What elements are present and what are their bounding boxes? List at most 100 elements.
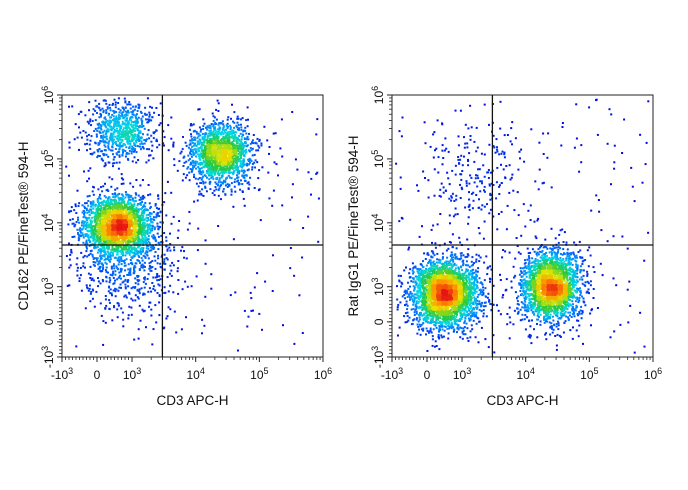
event-dot	[162, 262, 165, 265]
event-dot	[169, 249, 172, 252]
event-dot	[222, 137, 225, 140]
event-dot	[87, 224, 90, 227]
event-dot	[227, 168, 230, 171]
event-dot	[115, 207, 118, 210]
event-dot	[136, 210, 139, 213]
event-dot	[114, 135, 117, 138]
event-dot	[129, 259, 132, 261]
event-dot	[230, 177, 233, 180]
event-dot	[277, 174, 279, 177]
event-dot	[104, 121, 106, 124]
event-dot	[142, 264, 145, 267]
event-dot	[101, 232, 104, 235]
event-dot	[130, 111, 133, 113]
event-dot	[129, 270, 132, 273]
event-dot	[122, 123, 125, 125]
event-dot	[125, 212, 128, 215]
event-dot	[97, 154, 100, 157]
event-dot	[166, 276, 169, 279]
event-dot	[127, 130, 130, 133]
event-dot	[209, 124, 212, 127]
event-dot	[228, 140, 231, 143]
event-dot	[108, 285, 111, 288]
event-dot	[92, 207, 95, 210]
event-dot	[170, 274, 173, 277]
event-dot	[89, 152, 92, 155]
event-dot	[153, 255, 156, 258]
event-dot	[153, 246, 156, 249]
event-dot	[154, 289, 157, 292]
event-dot	[88, 101, 91, 104]
event-dot	[253, 161, 256, 164]
event-dot	[133, 264, 136, 267]
event-dot	[224, 163, 227, 166]
event-dot	[211, 167, 214, 170]
event-dot	[99, 265, 102, 268]
event-dot	[193, 161, 196, 164]
event-dot	[128, 140, 131, 143]
event-dot	[134, 196, 137, 199]
event-dot	[222, 152, 224, 155]
event-dot	[219, 168, 222, 171]
event-dot	[112, 131, 115, 134]
event-dot	[194, 151, 197, 154]
event-dot	[202, 125, 205, 127]
event-dot	[214, 132, 217, 135]
event-dot	[157, 283, 160, 286]
event-dot	[104, 164, 107, 167]
event-dot	[194, 162, 197, 165]
event-dot	[146, 239, 149, 241]
event-dot	[138, 292, 141, 295]
event-dot	[112, 212, 115, 215]
event-dot	[109, 121, 112, 124]
event-dot	[200, 182, 203, 184]
event-dot	[87, 200, 90, 202]
event-dot	[101, 212, 104, 214]
event-dot	[205, 126, 207, 129]
event-dot	[203, 324, 206, 327]
event-dot	[157, 114, 160, 116]
event-dot	[247, 138, 250, 141]
event-dot	[114, 209, 117, 212]
event-dot	[103, 144, 106, 147]
event-dot	[136, 225, 138, 228]
event-dot	[197, 108, 200, 111]
event-dot	[238, 139, 241, 142]
event-dot	[132, 211, 135, 214]
event-dot	[150, 221, 153, 224]
event-dot	[136, 278, 139, 281]
event-dot	[127, 279, 130, 282]
event-dot	[232, 163, 235, 166]
event-dot	[92, 204, 95, 207]
event-dot	[126, 122, 129, 125]
event-dot	[166, 258, 169, 261]
event-dot	[200, 167, 203, 170]
event-dot	[135, 206, 138, 209]
event-dot	[145, 216, 148, 219]
event-dot	[145, 138, 148, 141]
event-dot	[148, 267, 151, 270]
event-dot	[223, 146, 225, 149]
event-dot	[134, 247, 137, 250]
event-dot	[246, 144, 249, 147]
event-dot	[104, 141, 107, 144]
event-dot	[118, 198, 121, 201]
event-dot	[212, 148, 215, 151]
event-dot	[172, 143, 175, 146]
event-dot	[236, 174, 239, 177]
event-dot	[153, 226, 156, 229]
event-dot	[208, 167, 211, 170]
event-dot	[136, 145, 139, 148]
event-dot	[211, 192, 214, 195]
event-dot	[204, 185, 207, 188]
event-dot	[90, 208, 93, 211]
event-dot	[146, 232, 149, 235]
event-dot	[93, 232, 96, 235]
event-dot	[208, 150, 211, 153]
event-dot	[156, 232, 159, 235]
event-dot	[237, 349, 239, 352]
event-dot	[128, 149, 131, 152]
event-dot	[129, 131, 132, 134]
event-dot	[109, 258, 112, 261]
event-dot	[111, 178, 114, 181]
